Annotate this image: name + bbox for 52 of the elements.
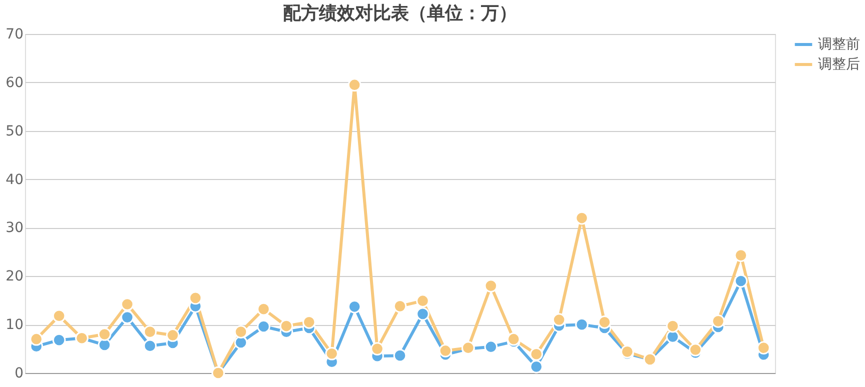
point: [234, 325, 248, 338]
legend-label: 调整后: [818, 56, 860, 72]
y-tick-label: 40: [6, 172, 24, 188]
point: [120, 298, 134, 311]
point: [552, 313, 566, 326]
point: [438, 344, 452, 358]
y-tick-label: 20: [6, 268, 24, 285]
point: [734, 274, 748, 288]
point: [52, 309, 66, 323]
point: [188, 291, 202, 305]
point: [30, 332, 44, 346]
legend-label: 调整前: [818, 36, 860, 52]
point: [325, 346, 338, 360]
point: [666, 330, 680, 344]
y-tick-label: 30: [6, 220, 24, 236]
point: [120, 310, 134, 324]
point: [416, 307, 430, 321]
y-tick-label: 0: [14, 366, 24, 382]
point: [256, 302, 270, 316]
y-tick-label: 10: [6, 317, 24, 334]
point: [98, 328, 112, 341]
point: [416, 294, 430, 308]
point: [348, 78, 362, 92]
point: [484, 279, 498, 292]
point: [370, 342, 384, 356]
point: [98, 338, 112, 352]
y-tick-label: 70: [6, 26, 24, 42]
point: [756, 341, 770, 354]
point: [506, 332, 520, 346]
point: [484, 340, 498, 354]
point: [143, 325, 157, 338]
point: [530, 347, 544, 361]
point: [734, 248, 748, 262]
point: [688, 343, 702, 356]
point: [712, 314, 725, 328]
point: [575, 211, 588, 225]
point: [393, 300, 407, 313]
point: [393, 348, 407, 362]
point: [302, 315, 316, 329]
point: [280, 319, 294, 333]
point: [348, 300, 362, 314]
y-tick-label: 60: [6, 74, 24, 91]
point: [52, 333, 66, 347]
point: [256, 320, 270, 334]
chart-title: 配方绩效对比表（单位：万）: [283, 3, 517, 24]
point: [598, 315, 612, 329]
point: [166, 328, 180, 342]
point: [143, 339, 157, 353]
point: [575, 318, 588, 332]
point: [666, 319, 680, 333]
point: [530, 360, 544, 374]
y-tick-label: 50: [6, 123, 24, 140]
